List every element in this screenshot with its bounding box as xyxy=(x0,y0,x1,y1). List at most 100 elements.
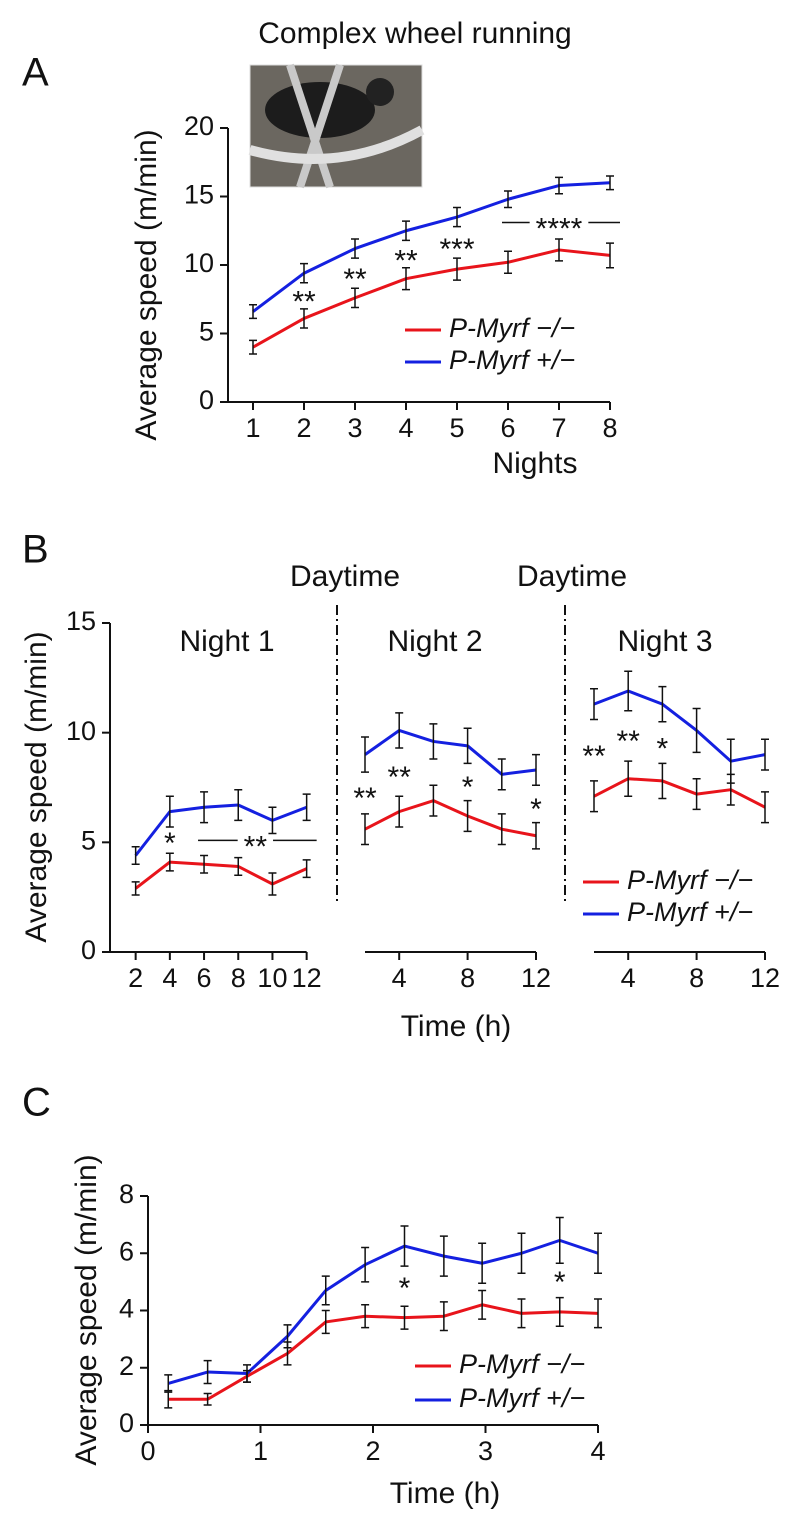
significance: ** xyxy=(394,245,418,278)
error-bar xyxy=(497,758,506,791)
error-bar xyxy=(532,753,540,787)
panel-title: Night 2 xyxy=(387,625,482,658)
error-bar xyxy=(234,856,243,876)
x-tick-label: 4 xyxy=(162,963,177,993)
significance: **** xyxy=(536,212,583,245)
error-bar xyxy=(517,1232,526,1275)
panel-label: B xyxy=(22,528,49,572)
period-label: Daytime xyxy=(290,560,400,593)
significance: * xyxy=(462,771,474,804)
error-bar xyxy=(321,1275,330,1306)
series-line xyxy=(364,799,537,838)
series-line xyxy=(168,1303,599,1401)
y-tick-label: 0 xyxy=(199,385,214,415)
significance: ** xyxy=(582,740,606,773)
significance: * xyxy=(530,793,542,826)
error-bar xyxy=(164,1374,173,1393)
error-bar xyxy=(395,795,404,828)
legend-label: P-Myrf +/− xyxy=(627,897,753,927)
error-bar xyxy=(555,1216,564,1265)
y-axis-label: Average speed (m/min) xyxy=(70,1154,103,1465)
y-tick-label: 6 xyxy=(119,1236,134,1266)
y-tick-label: 2 xyxy=(119,1351,134,1381)
error-bar xyxy=(555,176,563,195)
error-bar xyxy=(761,791,769,824)
series-line xyxy=(593,777,766,809)
error-bar xyxy=(203,1392,212,1406)
legend-label: P-Myrf −/− xyxy=(459,1349,585,1379)
error-bar xyxy=(402,266,410,291)
x-axis-label: Time (h) xyxy=(401,1010,512,1043)
error-bar xyxy=(302,859,311,879)
x-tick-label: 10 xyxy=(257,963,287,993)
legend-label: P-Myrf +/− xyxy=(449,345,575,375)
x-tick-label: 2 xyxy=(128,963,143,993)
x-tick-label: 4 xyxy=(590,1436,605,1466)
error-bar xyxy=(234,788,243,822)
x-tick-label: 1 xyxy=(253,1436,268,1466)
significance: ** xyxy=(388,761,412,794)
error-bar xyxy=(165,852,174,872)
error-bar xyxy=(268,872,277,896)
x-tick-label: 3 xyxy=(347,413,362,443)
error-bar xyxy=(478,1242,487,1285)
series-line xyxy=(364,728,537,776)
error-bar xyxy=(300,262,308,284)
error-bar xyxy=(429,723,438,760)
error-bar xyxy=(249,303,257,320)
error-bar xyxy=(361,1246,370,1283)
significance: ** xyxy=(353,782,377,815)
x-tick-label: 5 xyxy=(449,413,464,443)
significance: ** xyxy=(244,830,268,863)
chart-title: Complex wheel running xyxy=(258,17,572,50)
y-tick-label: 15 xyxy=(66,606,96,636)
significance: ** xyxy=(617,725,641,758)
series-line xyxy=(252,181,611,313)
x-tick-label: 2 xyxy=(365,1436,380,1466)
x-tick-label: 4 xyxy=(621,963,636,993)
legend-label: P-Myrf −/− xyxy=(449,313,575,343)
y-tick-label: 0 xyxy=(81,935,96,965)
period-label: Daytime xyxy=(517,560,627,593)
x-axis-label: Time (h) xyxy=(390,1477,501,1510)
x-tick-label: 8 xyxy=(460,963,475,993)
series-line xyxy=(593,689,766,763)
x-tick-label: 12 xyxy=(292,963,322,993)
error-bar xyxy=(361,736,369,773)
error-bar xyxy=(606,175,614,191)
x-tick-label: 0 xyxy=(140,1436,155,1466)
error-bar xyxy=(624,760,633,798)
error-bar xyxy=(400,1225,409,1267)
legend-label: P-Myrf −/− xyxy=(627,865,753,895)
error-bar xyxy=(594,1298,602,1329)
error-bar xyxy=(504,250,512,274)
x-tick-label: 8 xyxy=(689,963,704,993)
error-bar xyxy=(395,712,404,749)
significance: * xyxy=(399,1272,411,1305)
x-tick-label: 12 xyxy=(750,963,780,993)
y-axis-label: Average speed (m/min) xyxy=(130,129,163,440)
error-bar xyxy=(453,257,461,281)
error-bar xyxy=(200,854,209,874)
significance: ** xyxy=(292,286,316,319)
error-bar xyxy=(200,791,209,824)
panel-title: Night 3 xyxy=(617,625,712,658)
y-tick-label: 4 xyxy=(119,1294,134,1324)
significance: * xyxy=(164,827,176,860)
error-bar xyxy=(463,727,472,765)
error-bar xyxy=(439,1301,448,1332)
x-tick-label: 7 xyxy=(551,413,566,443)
error-bar xyxy=(532,821,540,850)
error-bar xyxy=(453,206,461,228)
error-bar xyxy=(692,777,701,811)
error-bar xyxy=(351,238,359,259)
error-bar xyxy=(517,1298,526,1329)
panel-title: Night 1 xyxy=(179,625,274,658)
error-bar xyxy=(590,780,598,813)
error-bar xyxy=(555,1296,564,1327)
error-bar xyxy=(761,738,769,771)
y-tick-label: 5 xyxy=(199,317,214,347)
error-bar xyxy=(439,1235,448,1277)
error-bar xyxy=(658,685,667,723)
